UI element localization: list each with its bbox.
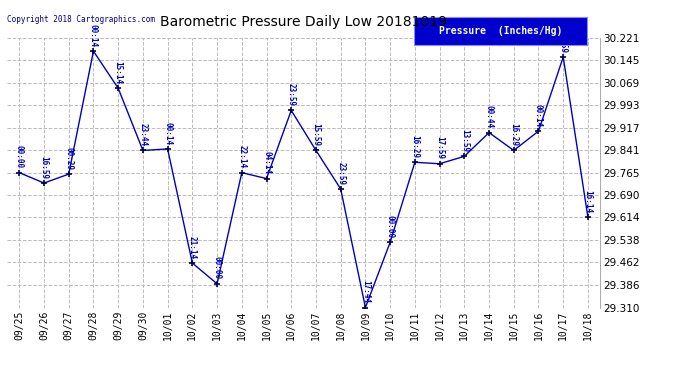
Text: Pressure  (Inches/Hg): Pressure (Inches/Hg): [439, 26, 562, 36]
Text: 00:00: 00:00: [213, 256, 221, 280]
Text: 16:14: 16:14: [584, 190, 593, 213]
Text: 00:14: 00:14: [89, 24, 98, 47]
Text: 13:59: 13:59: [460, 129, 469, 152]
Text: 17:59: 17:59: [435, 136, 444, 160]
Text: 16:29: 16:29: [411, 135, 420, 158]
Text: 21:14: 21:14: [188, 236, 197, 259]
Text: 15:14: 15:14: [114, 61, 123, 84]
Text: 17:44: 17:44: [361, 280, 370, 303]
Text: Copyright 2018 Cartographics.com: Copyright 2018 Cartographics.com: [7, 15, 155, 24]
Text: 00:14: 00:14: [163, 122, 172, 145]
Text: Barometric Pressure Daily Low 20181019: Barometric Pressure Daily Low 20181019: [160, 15, 447, 29]
Text: 23:59: 23:59: [336, 162, 345, 185]
Text: 15:59: 15:59: [311, 123, 320, 146]
Text: 23:59: 23:59: [287, 83, 296, 106]
Text: 00:00: 00:00: [14, 146, 23, 168]
Text: 22:14: 22:14: [237, 146, 246, 168]
Text: 00:00: 00:00: [386, 215, 395, 238]
Text: 04:14: 04:14: [262, 151, 271, 174]
Text: 16:59: 16:59: [39, 156, 48, 179]
Text: 00:14: 00:14: [534, 104, 543, 127]
Text: 23:44: 23:44: [139, 123, 148, 146]
Text: 23:59: 23:59: [559, 30, 568, 53]
Text: 16:29: 16:29: [509, 123, 518, 146]
Text: 00:44: 00:44: [484, 105, 493, 129]
Text: 00:29: 00:29: [64, 147, 73, 170]
